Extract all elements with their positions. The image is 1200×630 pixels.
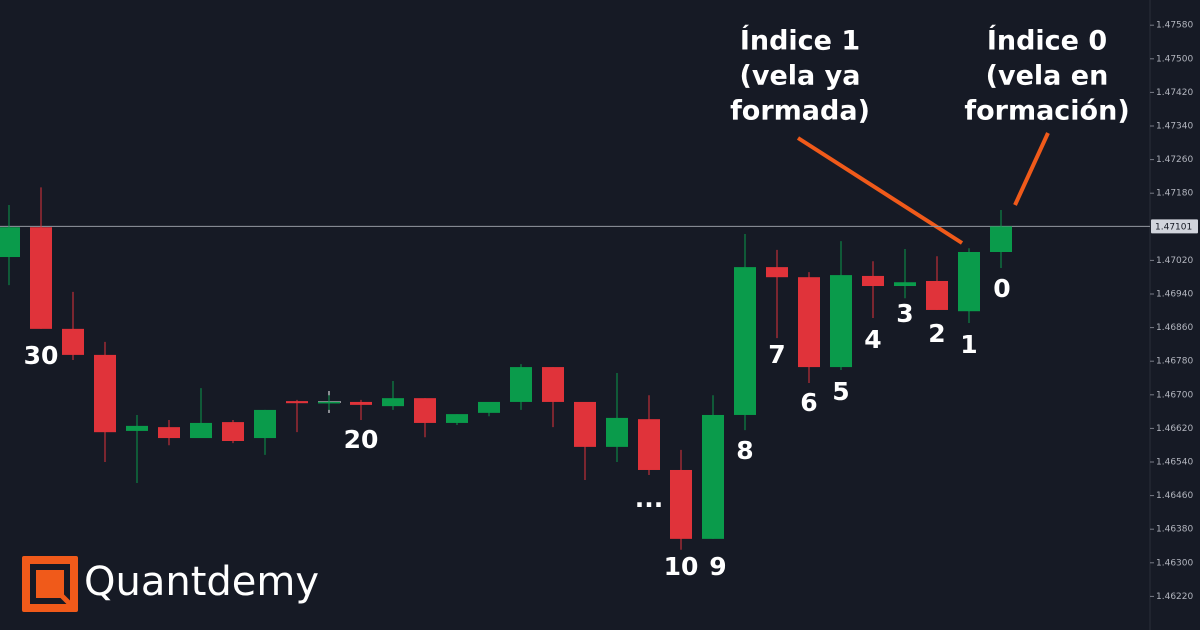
candle-body: [894, 282, 916, 287]
current-price-box: [1151, 219, 1198, 234]
candle-body: [158, 427, 180, 439]
arrow: [1013, 132, 1050, 206]
candle-body: [734, 267, 756, 415]
y-tick-label: 1.46780: [1156, 357, 1193, 367]
y-tick-label: 1.46460: [1156, 491, 1193, 501]
arrow: [796, 136, 964, 245]
candle-body: [926, 280, 948, 310]
candle-body: [542, 367, 564, 402]
candle-body: [254, 409, 276, 439]
candle-body: [990, 226, 1012, 252]
annotation-line: Índice 0: [987, 25, 1107, 57]
candle-body: [446, 414, 468, 423]
candle-body: [862, 275, 884, 287]
candle-body: [510, 367, 532, 402]
y-tick-label: 1.47260: [1156, 155, 1193, 165]
candle-index-label: 9: [709, 552, 726, 581]
annotation-line: (vela ya: [740, 61, 861, 92]
annotation: Índice 1 (vela ya formada): [730, 25, 870, 127]
y-tick-label: 1.46540: [1156, 458, 1193, 468]
candle-body: [670, 469, 692, 539]
candle-body: [574, 401, 596, 447]
candle-index-label: 5: [832, 377, 849, 406]
candle-body: [958, 252, 980, 312]
candle-body: [766, 267, 788, 278]
candle-body: [62, 328, 84, 355]
y-tick-label: 1.46940: [1156, 290, 1193, 300]
candle-body: [702, 414, 724, 539]
candle-index-label: 6: [800, 388, 817, 417]
candle-body: [190, 422, 212, 439]
annotation-line: formación): [964, 96, 1129, 127]
y-tick-label: 1.46620: [1156, 424, 1193, 434]
y-tick-label: 1.46380: [1156, 525, 1193, 535]
candle-index-label: 30: [24, 341, 59, 370]
candle-body: [126, 425, 148, 431]
candle-body: [94, 354, 116, 433]
candle-index-label: 0: [993, 274, 1010, 303]
candle-body: [318, 401, 340, 404]
candle-index-label: 8: [736, 436, 753, 465]
y-tick-label: 1.46700: [1156, 390, 1193, 400]
y-tick-label: 1.47420: [1156, 88, 1193, 98]
candle-body: [830, 275, 852, 368]
candle-index-label: 7: [768, 340, 785, 369]
candle-body: [414, 398, 436, 423]
y-tick-label: 1.47580: [1156, 21, 1193, 31]
brand: Quantdemy: [84, 559, 319, 605]
y-tick-label: 1.47500: [1156, 54, 1193, 64]
annotation: Índice 0 (vela en formación): [964, 25, 1129, 127]
y-tick-label: 1.46220: [1156, 592, 1193, 602]
y-tick-label: 1.46860: [1156, 323, 1193, 333]
candle-body: [382, 398, 404, 407]
y-tick-label: 1.47020: [1156, 256, 1193, 266]
candle-index-label: 10: [664, 552, 699, 581]
annotation-line: (vela en: [986, 61, 1109, 92]
annotation-line: Índice 1: [740, 25, 860, 57]
candle-body: [350, 401, 372, 405]
annotation-line: formada): [730, 96, 870, 127]
y-tick-label: 1.46300: [1156, 558, 1193, 568]
candle-index-label: 20: [344, 425, 379, 454]
candle-index-label: ...: [635, 484, 664, 513]
candle-body: [0, 227, 20, 258]
current-price-label: 1.47101: [1155, 222, 1192, 232]
candle-body: [286, 401, 308, 404]
y-tick-label: 1.47180: [1156, 189, 1193, 199]
candle-body: [30, 227, 52, 329]
candle-index-label: 2: [928, 319, 945, 348]
candle-index-label: 4: [864, 325, 881, 354]
candle-index-label: 1: [960, 330, 977, 359]
candle-body: [478, 401, 500, 413]
logo: Quantdemy: [22, 556, 319, 612]
y-tick-label: 1.47340: [1156, 122, 1193, 132]
candle-body: [798, 277, 820, 368]
candle-body: [222, 422, 244, 441]
candle-body: [638, 419, 660, 470]
candle-index-label: 3: [896, 299, 913, 328]
candle-body: [606, 417, 628, 447]
